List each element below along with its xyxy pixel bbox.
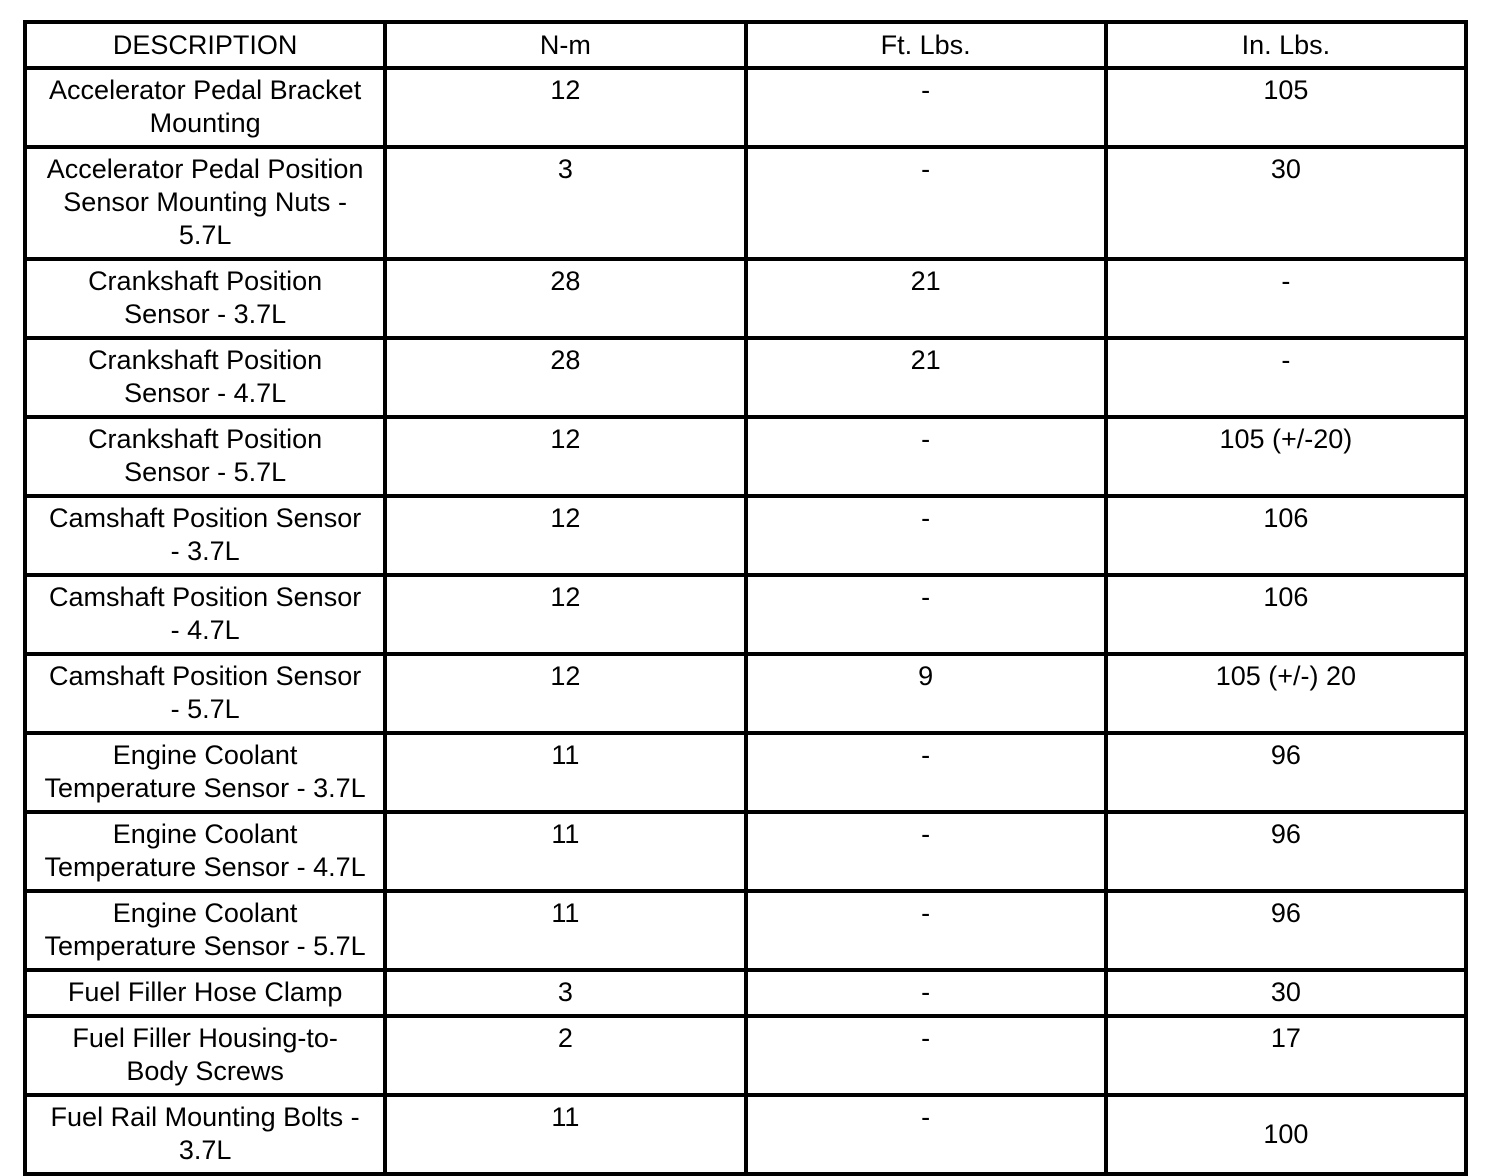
cell-nm: 11 (383, 810, 748, 893)
cell-nm: 28 (383, 336, 748, 419)
table-row: Crankshaft Position Sensor - 5.7L 12-105 … (22, 415, 1469, 498)
table-row: Accelerator Pedal Position Sensor Mounti… (22, 145, 1469, 261)
cell-inlbs: 105 (+/-20) (1103, 415, 1469, 498)
cell-description: Camshaft Position Sensor - 4.7L (22, 573, 388, 656)
table-row: Engine Coolant Temperature Sensor - 4.7L… (22, 810, 1469, 893)
cell-nm: 12 (383, 573, 748, 656)
cell-ftlbs: - (743, 1014, 1108, 1097)
cell-description: Camshaft Position Sensor - 3.7L (22, 494, 388, 577)
cell-nm: 2 (383, 1014, 748, 1097)
table-row: Camshaft Position Sensor - 3.7L 12-106 (22, 494, 1469, 577)
cell-inlbs: 105 (1103, 66, 1469, 149)
col-header-ftlbs: Ft. Lbs. (743, 20, 1108, 70)
cell-description: Engine Coolant Temperature Sensor - 4.7L (22, 810, 388, 893)
cell-description: Accelerator Pedal Position Sensor Mounti… (22, 145, 388, 261)
table-row: Fuel Filler Housing-to- Body Screws 2-17 (22, 1014, 1469, 1097)
cell-inlbs: 30 (1103, 145, 1469, 261)
cell-description: Fuel Filler Hose Clamp (22, 968, 388, 1018)
table-row: Fuel Filler Hose Clamp 3-30 (22, 968, 1469, 1018)
cell-description: Engine Coolant Temperature Sensor - 5.7L (22, 889, 388, 972)
cell-description: Crankshaft Position Sensor - 3.7L (22, 257, 388, 340)
cell-ftlbs: 21 (743, 336, 1108, 419)
cell-nm: 11 (383, 731, 748, 814)
table-row: Fuel Rail Mounting Bolts - 3.7L 11-100 (22, 1093, 1469, 1176)
cell-nm: 11 (383, 1093, 748, 1176)
page: DESCRIPTION N-m Ft. Lbs. In. Lbs. Accele… (22, 20, 1469, 1176)
cell-inlbs: 17 (1103, 1014, 1469, 1097)
table-row: Engine Coolant Temperature Sensor - 5.7L… (22, 889, 1469, 972)
cell-description: Fuel Filler Housing-to- Body Screws (22, 1014, 388, 1097)
cell-ftlbs: - (743, 145, 1108, 261)
table-row: Engine Coolant Temperature Sensor - 3.7L… (22, 731, 1469, 814)
cell-inlbs: 105 (+/-) 20 (1103, 652, 1469, 735)
cell-ftlbs: - (743, 731, 1108, 814)
cell-ftlbs: - (743, 1093, 1108, 1176)
table-row: Crankshaft Position Sensor - 4.7L 28 21- (22, 336, 1469, 419)
col-header-inlbs: In. Lbs. (1103, 20, 1469, 70)
cell-inlbs: 106 (1103, 494, 1469, 577)
torque-spec-table: DESCRIPTION N-m Ft. Lbs. In. Lbs. Accele… (22, 20, 1469, 1176)
cell-ftlbs: - (743, 66, 1108, 149)
cell-ftlbs: - (743, 810, 1108, 893)
cell-ftlbs: - (743, 968, 1108, 1018)
cell-nm: 12 (383, 494, 748, 577)
cell-inlbs: 100 (1103, 1093, 1469, 1176)
cell-inlbs: 106 (1103, 573, 1469, 656)
cell-ftlbs: - (743, 494, 1108, 577)
cell-ftlbs: 21 (743, 257, 1108, 340)
cell-description: Crankshaft Position Sensor - 5.7L (22, 415, 388, 498)
table-row: Camshaft Position Sensor - 4.7L 12-106 (22, 573, 1469, 656)
cell-description: Crankshaft Position Sensor - 4.7L (22, 336, 388, 419)
cell-description: Fuel Rail Mounting Bolts - 3.7L (22, 1093, 388, 1176)
cell-nm: 11 (383, 889, 748, 972)
cell-ftlbs: - (743, 415, 1108, 498)
cell-inlbs: - (1103, 257, 1469, 340)
cell-nm: 3 (383, 145, 748, 261)
cell-nm: 12 (383, 652, 748, 735)
header-row: DESCRIPTION N-m Ft. Lbs. In. Lbs. (22, 20, 1469, 70)
table-row: Accelerator Pedal Bracket Mounting 12-105 (22, 66, 1469, 149)
table-body: Accelerator Pedal Bracket Mounting 12-105… (22, 66, 1469, 1176)
table-header: DESCRIPTION N-m Ft. Lbs. In. Lbs. (22, 20, 1469, 70)
col-header-nm: N-m (383, 20, 748, 70)
cell-nm: 28 (383, 257, 748, 340)
cell-nm: 12 (383, 66, 748, 149)
cell-description: Engine Coolant Temperature Sensor - 3.7L (22, 731, 388, 814)
table-row: Camshaft Position Sensor - 5.7L 12 9 105 (+… (22, 652, 1469, 735)
cell-description: Accelerator Pedal Bracket Mounting (22, 66, 388, 149)
table-row: Crankshaft Position Sensor - 3.7L 28 21- (22, 257, 1469, 340)
col-header-description: DESCRIPTION (22, 20, 388, 70)
cell-inlbs: 30 (1103, 968, 1469, 1018)
cell-nm: 3 (383, 968, 748, 1018)
cell-description: Camshaft Position Sensor - 5.7L (22, 652, 388, 735)
cell-ftlbs: - (743, 573, 1108, 656)
cell-inlbs: 96 (1103, 731, 1469, 814)
cell-inlbs: 96 (1103, 889, 1469, 972)
cell-inlbs: - (1103, 336, 1469, 419)
cell-nm: 12 (383, 415, 748, 498)
cell-ftlbs: - (743, 889, 1108, 972)
cell-inlbs: 96 (1103, 810, 1469, 893)
cell-ftlbs: 9 (743, 652, 1108, 735)
